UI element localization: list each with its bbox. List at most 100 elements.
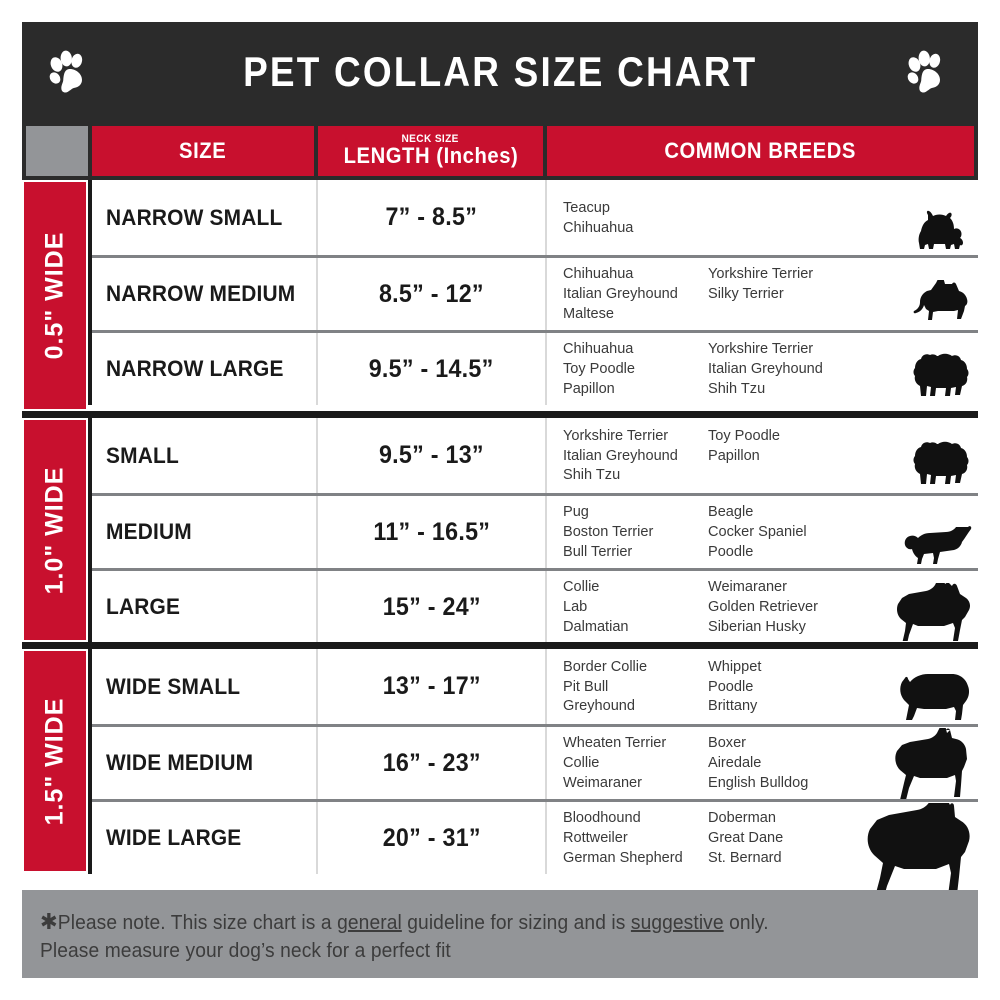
neck-length-range: 13” - 17” xyxy=(382,672,481,700)
footer-line-2: Please measure your dog’s neck for a per… xyxy=(40,940,451,963)
cell-size: WIDE LARGE xyxy=(92,802,318,874)
breed-columns: Bloodhound Rottweiler German Shepherd Dober… xyxy=(563,808,853,868)
pet-collar-size-chart: PET COLLAR SIZE CHART SIZE NECK SIZE LEN… xyxy=(22,22,978,978)
neck-length-range: 16” - 23” xyxy=(382,748,481,777)
breed-columns: Chihuahua Italian Greyhound Maltese Yorkshi… xyxy=(563,264,853,324)
size-group-rows: NARROW SMALL 7” - 8.5” Teacup Chihuahua NARR… xyxy=(88,180,978,405)
size-name: WIDE SMALL xyxy=(106,673,241,699)
breed-name: Pug xyxy=(563,503,589,521)
breed-columns: Wheaten Terrier Collie Weimaraner Boxer Aire… xyxy=(563,733,853,793)
cell-size: SMALL xyxy=(92,418,318,493)
breed-name: Chihuahua xyxy=(563,218,634,236)
table-row[interactable]: NARROW SMALL 7” - 8.5” Teacup Chihuahua xyxy=(92,180,978,255)
cell-neck-length: 11” - 16.5” xyxy=(318,496,547,568)
breed-name: Teacup xyxy=(563,198,610,216)
breed-column-2: Yorkshire Terrier Silky Terrier xyxy=(708,264,853,324)
chihuahua-silhouette xyxy=(910,280,972,328)
size-group: 0.5" WIDE NARROW SMALL 7” - 8.5” Teacup Chih… xyxy=(22,180,978,411)
yorkshire-terrier-silhouette xyxy=(916,209,972,253)
breed-name: Great Dane xyxy=(708,829,784,847)
breed-column-2: Weimaraner Golden Retriever Siberian Husky xyxy=(708,577,853,637)
breed-columns: Teacup Chihuahua xyxy=(563,198,853,238)
breed-name: Pit Bull xyxy=(563,677,609,695)
header-label-common-breeds: COMMON BREEDS xyxy=(664,138,857,163)
header-cell-common-breeds: COMMON BREEDS xyxy=(547,126,974,176)
breed-columns: Chihuahua Toy Poodle Papillon Yorkshire Ter… xyxy=(563,339,853,399)
cell-neck-length: 8.5” - 12” xyxy=(318,258,547,330)
table-row[interactable]: WIDE MEDIUM 16” - 23” Wheaten Terrier Colli… xyxy=(92,724,978,800)
breed-name: Doberman xyxy=(708,809,776,827)
breed-columns: Yorkshire Terrier Italian Greyhound Shih T… xyxy=(563,426,853,486)
breed-name: Italian Greyhound xyxy=(708,360,823,378)
table-row[interactable]: NARROW LARGE 9.5” - 14.5” Chihuahua Toy Poo… xyxy=(92,330,978,405)
breed-column-1: Chihuahua Toy Poodle Papillon xyxy=(563,339,708,399)
breed-columns: Border Collie Pit Bull Greyhound Whippet Poo… xyxy=(563,657,853,717)
breed-name: Brittany xyxy=(708,697,758,715)
cell-size: WIDE MEDIUM xyxy=(92,727,318,799)
paw-print-icon xyxy=(904,48,952,96)
pomeranian-silhouette xyxy=(912,441,972,491)
size-name: WIDE LARGE xyxy=(106,825,242,850)
neck-length-range: 15” - 24” xyxy=(382,592,481,621)
header-cell-size: SIZE xyxy=(92,126,314,176)
table-row[interactable]: WIDE SMALL 13” - 17” Border Collie Pit Bull… xyxy=(92,649,978,724)
breed-name: Whippet xyxy=(708,657,762,675)
breed-column-1: Teacup Chihuahua xyxy=(563,198,708,238)
cell-common-breeds: Wheaten Terrier Collie Weimaraner Boxer Aire… xyxy=(547,727,978,800)
table-row[interactable]: WIDE LARGE 20” - 31” Bloodhound Rottweiler G… xyxy=(92,799,978,907)
breed-column-2: Doberman Great Dane St. Bernard xyxy=(708,808,853,868)
breed-columns: Pug Boston Terrier Bull Terrier Beagle Cocke… xyxy=(563,502,853,562)
breed-name: Greyhound xyxy=(563,697,635,715)
shepherd-silhouette xyxy=(890,583,972,641)
breed-name: Italian Greyhound xyxy=(563,446,678,464)
header-cell-length: NECK SIZE LENGTH (Inches) xyxy=(318,126,543,176)
group-width-label: 0.5" WIDE xyxy=(24,182,86,409)
breed-column-2: Toy Poodle Papillon xyxy=(708,426,853,486)
cell-neck-length: 9.5” - 13” xyxy=(318,418,547,493)
table-row[interactable]: MEDIUM 11” - 16.5” Pug Boston Terrier Bull T… xyxy=(92,493,978,568)
breed-name: Siberian Husky xyxy=(708,617,806,635)
breed-name: Maltese xyxy=(563,304,614,322)
cell-common-breeds: Bloodhound Rottweiler German Shepherd Dober… xyxy=(547,802,978,907)
pomeranian-silhouette xyxy=(912,353,972,403)
cell-neck-length: 16” - 23” xyxy=(318,727,547,799)
breed-name: Boston Terrier xyxy=(563,523,654,541)
footer-text-c: only. xyxy=(723,912,769,934)
breed-name: Collie xyxy=(563,754,600,772)
breed-name: Chihuahua xyxy=(563,340,634,358)
breed-name: Poodle xyxy=(708,542,754,560)
breed-name: Beagle xyxy=(708,503,754,521)
breed-name: Weimaraner xyxy=(563,773,642,791)
paw-print-icon xyxy=(46,48,94,96)
breed-name: Golden Retriever xyxy=(708,598,818,616)
cell-neck-length: 20” - 31” xyxy=(318,802,547,874)
size-group-rows: WIDE SMALL 13” - 17” Border Collie Pit Bull… xyxy=(88,649,978,907)
cell-neck-length: 9.5” - 14.5” xyxy=(318,333,547,405)
breed-name: Silky Terrier xyxy=(708,285,784,303)
breed-column-1: Collie Lab Dalmatian xyxy=(563,577,708,637)
size-name: WIDE MEDIUM xyxy=(106,750,254,775)
cell-common-breeds: Teacup Chihuahua xyxy=(547,180,978,255)
breed-name: Collie xyxy=(563,578,600,596)
breed-name: English Bulldog xyxy=(708,773,809,791)
breed-name: German Shepherd xyxy=(563,848,683,866)
cell-neck-length: 7” - 8.5” xyxy=(318,180,547,255)
group-width-label-text: 1.0" WIDE xyxy=(40,466,69,594)
table-row[interactable]: SMALL 9.5” - 13” Yorkshire Terrier Italian … xyxy=(92,418,978,493)
breed-name: Papillon xyxy=(708,446,760,464)
table-header-row: SIZE NECK SIZE LENGTH (Inches) COMMON BR… xyxy=(22,122,978,180)
table-row[interactable]: NARROW MEDIUM 8.5” - 12” Chihuahua Italian … xyxy=(92,255,978,330)
cell-size: MEDIUM xyxy=(92,496,318,568)
breed-name: Yorkshire Terrier xyxy=(563,426,669,444)
table-body: 0.5" WIDE NARROW SMALL 7” - 8.5” Teacup Chih… xyxy=(22,180,978,907)
cell-common-breeds: Pug Boston Terrier Bull Terrier Beagle Cocke… xyxy=(547,496,978,568)
group-width-label: 1.5" WIDE xyxy=(24,651,86,871)
breed-name: Toy Poodle xyxy=(708,426,780,444)
breed-name: Papillon xyxy=(563,379,615,397)
table-row[interactable]: LARGE 15” - 24” Collie Lab Dalmatian Weimaran… xyxy=(92,568,978,643)
cell-neck-length: 13” - 17” xyxy=(318,649,547,724)
neck-length-range: 11” - 16.5” xyxy=(373,517,490,546)
cell-size: WIDE SMALL xyxy=(92,649,318,724)
breed-name: Airedale xyxy=(708,754,762,772)
cell-common-breeds: Border Collie Pit Bull Greyhound Whippet Poo… xyxy=(547,649,978,724)
